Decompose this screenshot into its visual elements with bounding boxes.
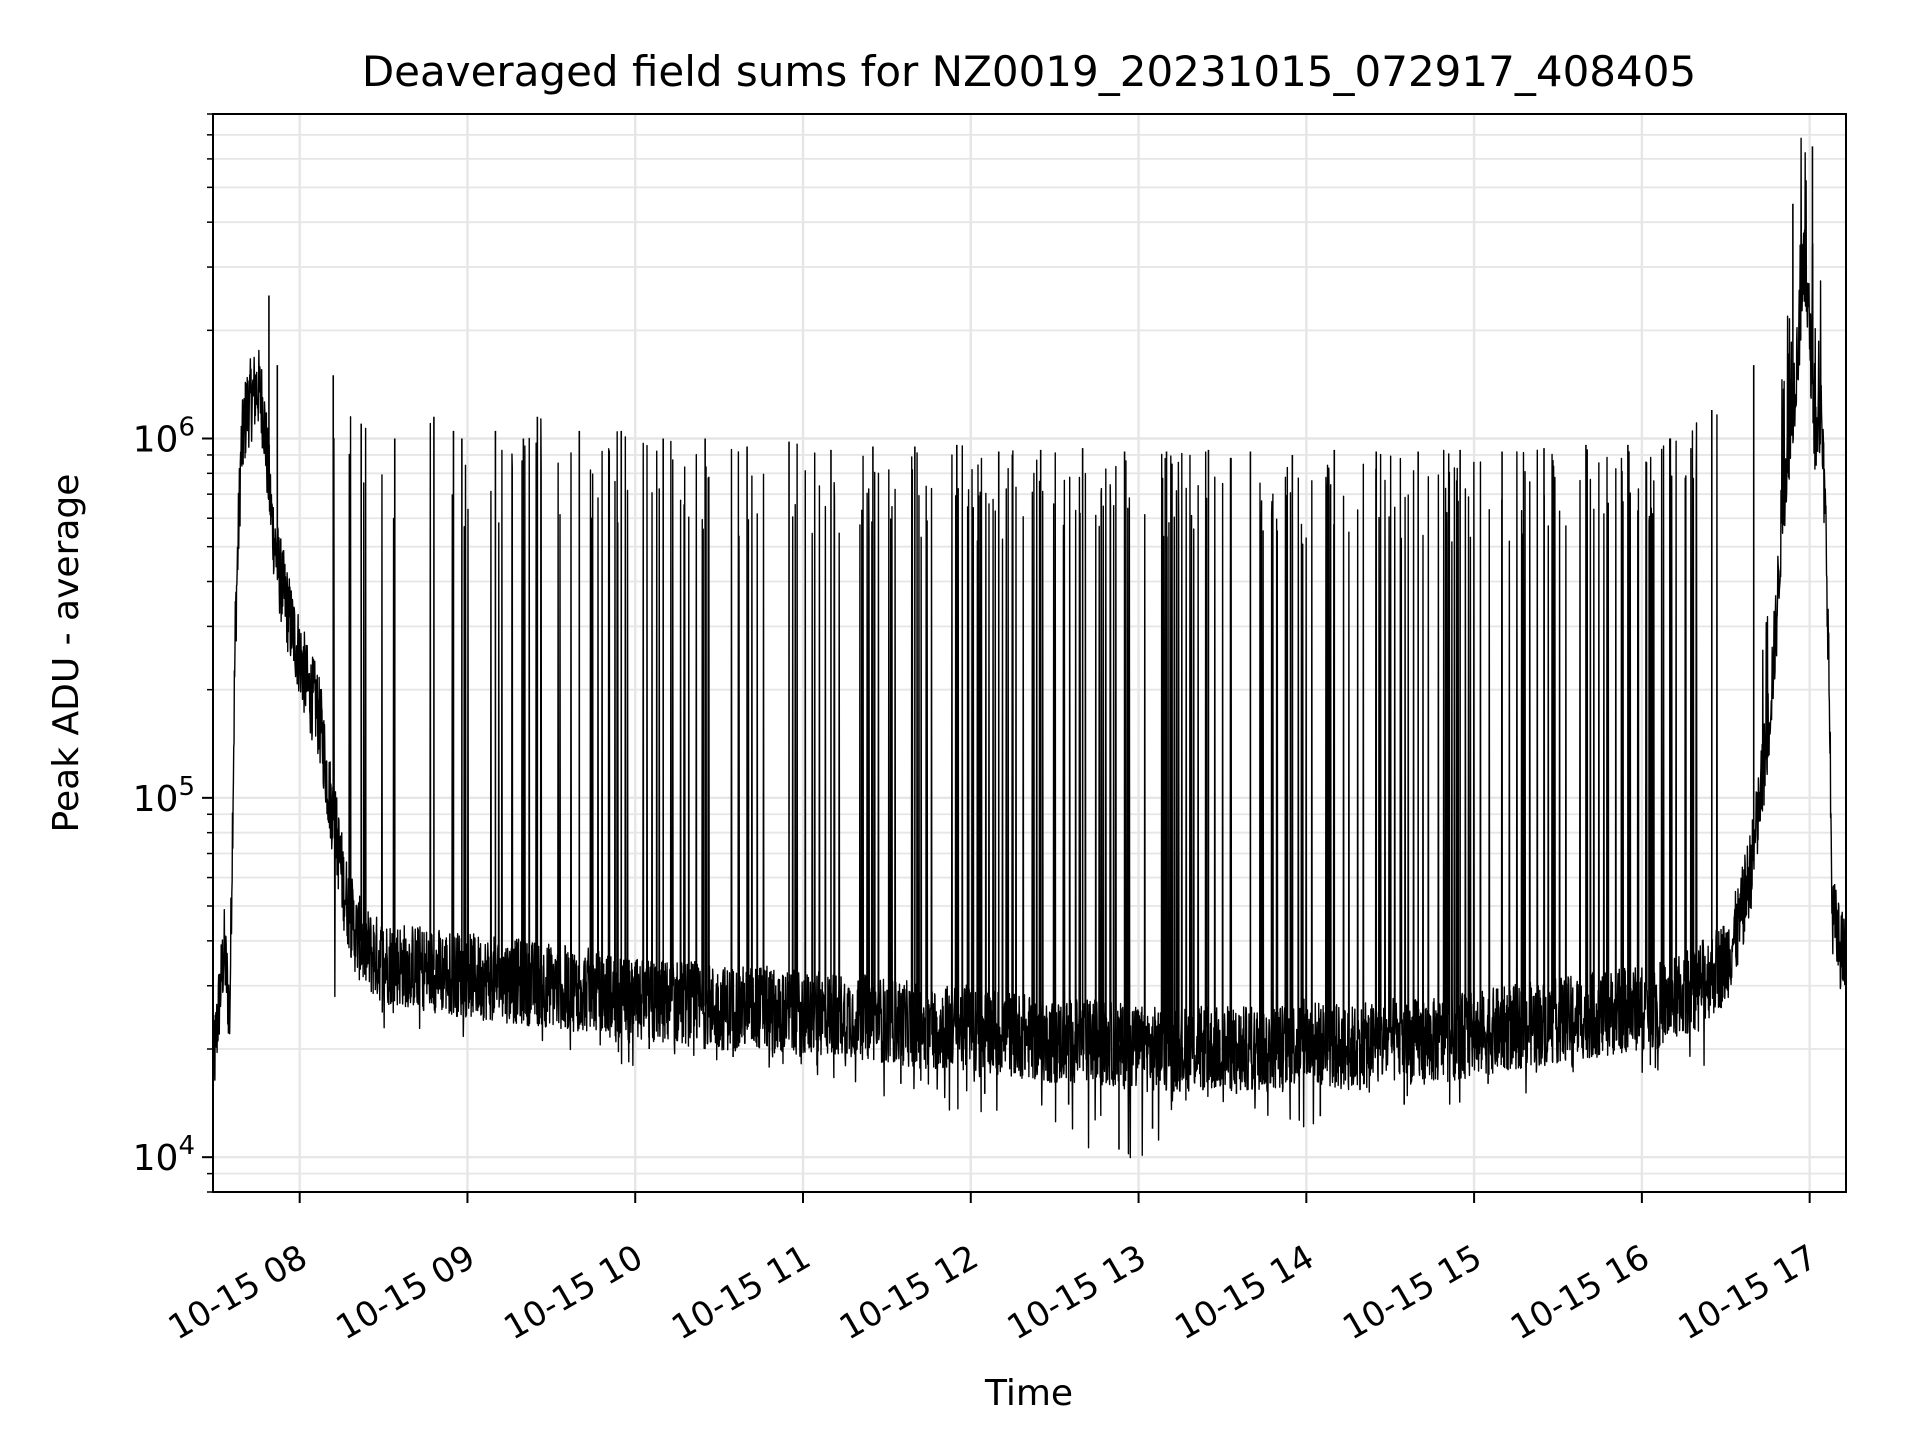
plot-frame [212,113,1847,1193]
y-tick-label: 104 [133,1131,195,1179]
series-line [212,137,1847,1159]
data-series [212,137,1847,1159]
y-tick-label: 105 [133,772,195,820]
x-axis-label: Time [984,1373,1073,1414]
y-tick-label: 106 [133,413,195,461]
y-axis-label: Peak ADU - average [46,474,87,833]
chart-title: Deaveraged field sums for NZ0019_2023101… [362,47,1696,96]
grid-lines [213,113,1846,1193]
